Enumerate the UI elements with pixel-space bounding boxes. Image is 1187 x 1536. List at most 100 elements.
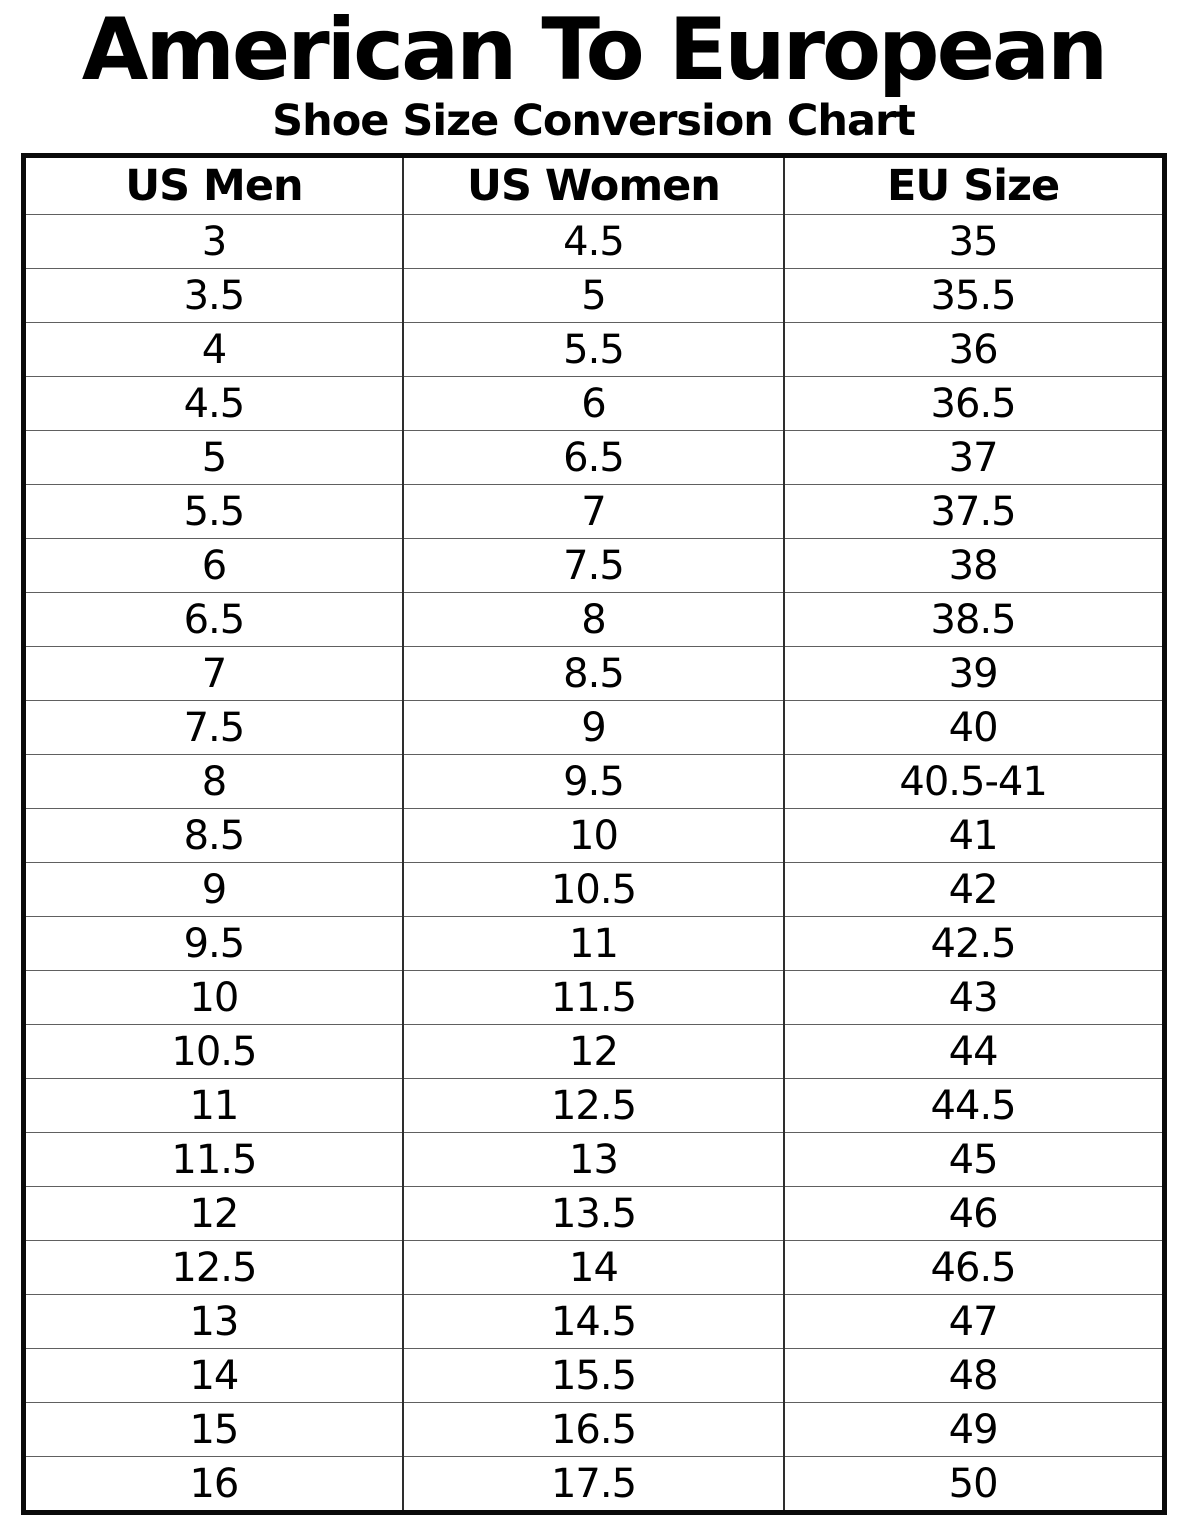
cell-us-women: 7 (402, 484, 784, 539)
cell-us-men: 4 (23, 322, 404, 377)
cell-eu-size: 45 (782, 1132, 1164, 1187)
table-body: 3 4.5 35 3.5 5 35.5 4 5.5 36 4.5 6 36.5 5 6.5 37 5.5 7 37… (23, 214, 1164, 1513)
table-row: 11 12.5 44.5 (23, 1078, 1164, 1133)
cell-us-men: 8 (23, 754, 404, 809)
cell-us-women: 8.5 (402, 646, 784, 701)
cell-us-women: 11.5 (402, 970, 784, 1025)
cell-us-women: 8 (402, 592, 784, 647)
table-row: 7.5 9 40 (23, 700, 1164, 755)
cell-us-men: 6.5 (23, 592, 404, 647)
cell-us-women: 12 (402, 1024, 784, 1079)
column-header-us-women: US Women (402, 155, 784, 215)
column-header-us-men: US Men (125, 161, 303, 212)
table-row: 12.5 14 46.5 (23, 1240, 1164, 1295)
cell-eu-size: 37.5 (782, 484, 1164, 539)
cell-us-men: 9 (23, 862, 404, 917)
table-row: 3.5 5 35.5 (23, 268, 1164, 323)
cell-us-women: 13 (402, 1132, 784, 1187)
column-header-eu-size: EU Size (782, 155, 1164, 215)
cell-us-men: 11 (23, 1078, 404, 1133)
cell-eu-size: 38.5 (782, 592, 1164, 647)
cell-us-women: 9.5 (402, 754, 784, 809)
cell-us-men: 6 (23, 538, 404, 593)
table-row: 13 14.5 47 (23, 1294, 1164, 1349)
cell-us-men: 13 (23, 1294, 404, 1349)
cell-us-women: 9 (402, 700, 784, 755)
cell-eu-size: 42.5 (782, 916, 1164, 971)
page-subtitle: Shoe Size Conversion Chart (272, 95, 916, 146)
table-row: 6 7.5 38 (23, 538, 1164, 593)
table-row: 5 6.5 37 (23, 430, 1164, 485)
cell-us-women: 14.5 (402, 1294, 784, 1349)
cell-eu-size: 35.5 (782, 268, 1164, 323)
cell-us-women: 4.5 (402, 214, 784, 269)
table-row: 5.5 7 37.5 (23, 484, 1164, 539)
conversion-table: US Men US Women EU Size 3 4.5 35 3.5 5 35.5 4 5… (20, 153, 1167, 1516)
cell-us-women: 10.5 (402, 862, 784, 917)
table-row: 6.5 8 38.5 (23, 592, 1164, 647)
page-title: American To European (81, 0, 1108, 100)
cell-eu-size: 41 (782, 808, 1164, 863)
table-row: 9.5 11 42.5 (23, 916, 1164, 971)
table-row: 7 8.5 39 (23, 646, 1164, 701)
table-row: 11.5 13 45 (23, 1132, 1164, 1187)
cell-us-men: 12 (23, 1186, 404, 1241)
header-row: US Men US Women EU Size (23, 155, 1164, 215)
cell-eu-size: 46 (782, 1186, 1164, 1241)
cell-us-women: 5.5 (402, 322, 784, 377)
table-row: 16 17.5 50 (23, 1456, 1164, 1513)
cell-eu-size: 49 (782, 1402, 1164, 1457)
table-row: 8.5 10 41 (23, 808, 1164, 863)
table-row: 12 13.5 46 (23, 1186, 1164, 1241)
cell-us-men: 7.5 (23, 700, 404, 755)
cell-us-men: 9.5 (23, 916, 404, 971)
cell-us-men: 12.5 (23, 1240, 404, 1295)
cell-us-men: 10.5 (23, 1024, 404, 1079)
cell-us-men: 3.5 (23, 268, 404, 323)
cell-eu-size: 36.5 (782, 376, 1164, 431)
cell-us-women: 14 (402, 1240, 784, 1295)
table-row: 3 4.5 35 (23, 214, 1164, 269)
cell-us-women: 15.5 (402, 1348, 784, 1403)
table-row: 14 15.5 48 (23, 1348, 1164, 1403)
cell-eu-size: 36 (782, 322, 1164, 377)
cell-eu-size: 47 (782, 1294, 1164, 1349)
table-header: US Men US Women EU Size (23, 155, 1164, 215)
cell-us-women: 11 (402, 916, 784, 971)
cell-us-women: 16.5 (402, 1402, 784, 1457)
table-row: 4 5.5 36 (23, 322, 1164, 377)
cell-us-women: 6 (402, 376, 784, 431)
cell-us-women: 7.5 (402, 538, 784, 593)
cell-eu-size: 37 (782, 430, 1164, 485)
table-row: 15 16.5 49 (23, 1402, 1164, 1457)
cell-eu-size: 46.5 (782, 1240, 1164, 1295)
cell-us-men: 14 (23, 1348, 404, 1403)
cell-us-women: 10 (402, 808, 784, 863)
cell-us-men: 5.5 (23, 484, 404, 539)
cell-us-women: 12.5 (402, 1078, 784, 1133)
cell-eu-size: 44 (782, 1024, 1164, 1079)
cell-eu-size: 44.5 (782, 1078, 1164, 1133)
cell-eu-size: 50 (782, 1456, 1164, 1513)
cell-eu-size: 43 (782, 970, 1164, 1025)
cell-us-men: 4.5 (23, 376, 404, 431)
cell-us-men: 5 (23, 430, 404, 485)
cell-us-men: 3 (23, 214, 404, 269)
table-row: 10.5 12 44 (23, 1024, 1164, 1079)
cell-us-men: 16 (23, 1456, 404, 1513)
cell-us-women: 17.5 (402, 1456, 784, 1513)
table-row: 8 9.5 40.5-41 (23, 754, 1164, 809)
cell-eu-size: 38 (782, 538, 1164, 593)
cell-eu-size: 35 (782, 214, 1164, 269)
cell-eu-size: 40 (782, 700, 1164, 755)
table-row: 10 11.5 43 (23, 970, 1164, 1025)
cell-us-women: 6.5 (402, 430, 784, 485)
table-row: 9 10.5 42 (23, 862, 1164, 917)
cell-us-women: 5 (402, 268, 784, 323)
cell-us-women: 13.5 (402, 1186, 784, 1241)
cell-eu-size: 48 (782, 1348, 1164, 1403)
cell-us-men: 8.5 (23, 808, 404, 863)
cell-eu-size: 40.5-41 (782, 754, 1164, 809)
cell-us-men: 11.5 (23, 1132, 404, 1187)
